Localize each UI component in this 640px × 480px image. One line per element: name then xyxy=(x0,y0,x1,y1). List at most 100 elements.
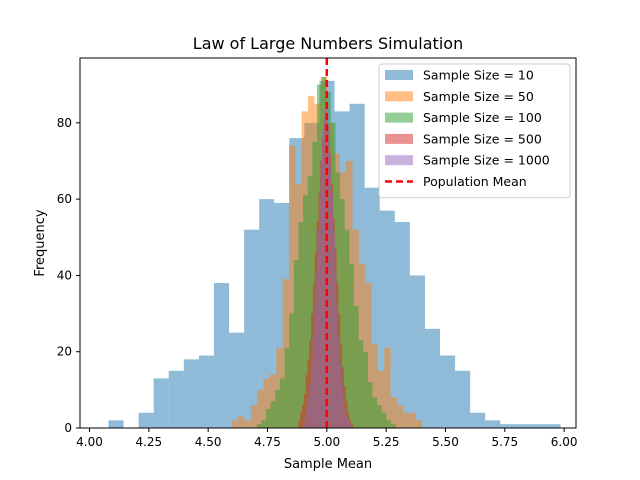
chart-title: Law of Large Numbers Simulation xyxy=(193,34,463,53)
histogram-bar xyxy=(344,408,346,428)
histogram-bar xyxy=(310,363,313,428)
histogram-bar xyxy=(334,271,337,428)
histogram-bar xyxy=(403,412,410,428)
histogram-bar xyxy=(250,405,258,428)
histogram-bar xyxy=(276,347,283,428)
histogram-bar xyxy=(301,405,304,428)
legend-label: Sample Size = 100 xyxy=(423,110,542,125)
histogram-bar xyxy=(183,359,199,428)
histogram-bar xyxy=(289,145,296,428)
histogram-bar xyxy=(333,229,335,428)
histogram-bar xyxy=(320,160,323,428)
histogram-bar xyxy=(238,416,245,428)
histogram-bar xyxy=(305,374,308,428)
histogram-bar xyxy=(381,412,387,428)
histogram-bar xyxy=(323,107,326,428)
legend-label: Sample Size = 50 xyxy=(423,89,534,104)
histogram-bar xyxy=(455,370,471,428)
histogram-bar xyxy=(345,401,348,428)
histogram-bar xyxy=(307,176,313,428)
histogram-bar xyxy=(391,424,396,428)
histogram-bar xyxy=(303,424,305,428)
histogram-bar xyxy=(298,222,304,428)
histogram-bar xyxy=(326,103,329,428)
histogram-bar xyxy=(229,332,245,428)
histogram-bar xyxy=(266,408,271,428)
histogram-bar xyxy=(470,412,486,428)
histogram-bar xyxy=(545,424,561,428)
histogram-bar xyxy=(303,393,306,428)
histogram-bar xyxy=(231,420,239,428)
histogram-bar xyxy=(279,378,285,428)
histogram-bar xyxy=(440,355,456,428)
histogram-bar xyxy=(349,263,354,428)
histogram-bar xyxy=(500,424,516,428)
histogram-bar xyxy=(328,122,330,428)
legend-label: Sample Size = 10 xyxy=(423,68,534,83)
histogram-bar xyxy=(298,420,301,428)
legend-label: Sample Size = 1000 xyxy=(423,153,550,168)
histogram-bar xyxy=(337,336,340,428)
histogram-bar xyxy=(261,420,267,428)
histogram-bar xyxy=(275,389,280,428)
histogram-bar xyxy=(269,374,277,428)
histogram-bar xyxy=(314,305,316,428)
y-tick-label: 60 xyxy=(57,192,72,206)
histogram-bar xyxy=(342,397,345,428)
y-tick-label: 80 xyxy=(57,116,72,130)
histogram-bar xyxy=(300,412,302,428)
x-tick-label: 4.75 xyxy=(254,435,281,449)
histogram-bar xyxy=(409,275,425,428)
x-tick-label: 5.75 xyxy=(491,435,518,449)
x-tick-label: 5.50 xyxy=(432,435,459,449)
legend-swatch xyxy=(385,70,413,80)
histogram-bar xyxy=(315,271,318,428)
histogram-bar xyxy=(270,401,276,428)
y-tick-label: 40 xyxy=(57,268,72,282)
histogram-bar xyxy=(293,260,299,428)
histogram-bar xyxy=(358,340,364,428)
histogram-bar xyxy=(345,416,348,428)
histogram-bar xyxy=(322,130,324,428)
x-tick-label: 6.00 xyxy=(551,435,578,449)
x-tick-label: 4.50 xyxy=(195,435,222,449)
x-tick-label: 5.00 xyxy=(313,435,340,449)
histogram-bar xyxy=(138,412,154,428)
histogram-bar xyxy=(304,416,307,428)
histogram-bar xyxy=(384,347,391,428)
histogram-bar xyxy=(394,222,410,428)
histogram-bar xyxy=(339,363,342,428)
histogram-bar xyxy=(257,389,264,428)
histogram-bar xyxy=(259,199,275,428)
x-tick-label: 5.25 xyxy=(373,435,400,449)
histogram-bar xyxy=(340,199,345,428)
histogram-bar xyxy=(377,405,382,428)
histogram-bar xyxy=(363,351,368,428)
histogram-bar xyxy=(515,424,531,428)
histogram-bar xyxy=(371,344,378,428)
histogram-bar xyxy=(306,408,308,428)
histogram-bar xyxy=(347,420,349,428)
histogram-bar xyxy=(377,370,385,428)
histogram-bar xyxy=(367,382,373,428)
histogram-bar xyxy=(530,424,546,428)
histogram-bar xyxy=(351,424,353,428)
histogram-bar xyxy=(415,420,423,428)
y-tick-label: 0 xyxy=(64,421,72,435)
histogram-bar xyxy=(244,420,251,428)
legend-swatch xyxy=(385,133,413,144)
histogram-bar xyxy=(168,370,184,428)
histogram-bar xyxy=(309,382,311,428)
histogram-bar xyxy=(318,191,321,428)
histogram-bar xyxy=(284,347,290,428)
histogram-bar xyxy=(307,397,310,428)
histogram-bar xyxy=(390,397,397,428)
y-axis-label: Frequency xyxy=(33,209,48,276)
histogram-bar xyxy=(349,420,352,428)
axes-frame xyxy=(79,57,577,429)
histogram-bar xyxy=(198,355,214,428)
histogram-bar xyxy=(108,420,124,428)
x-axis-label: Sample Mean xyxy=(284,457,372,472)
histogram-bar xyxy=(256,424,262,428)
